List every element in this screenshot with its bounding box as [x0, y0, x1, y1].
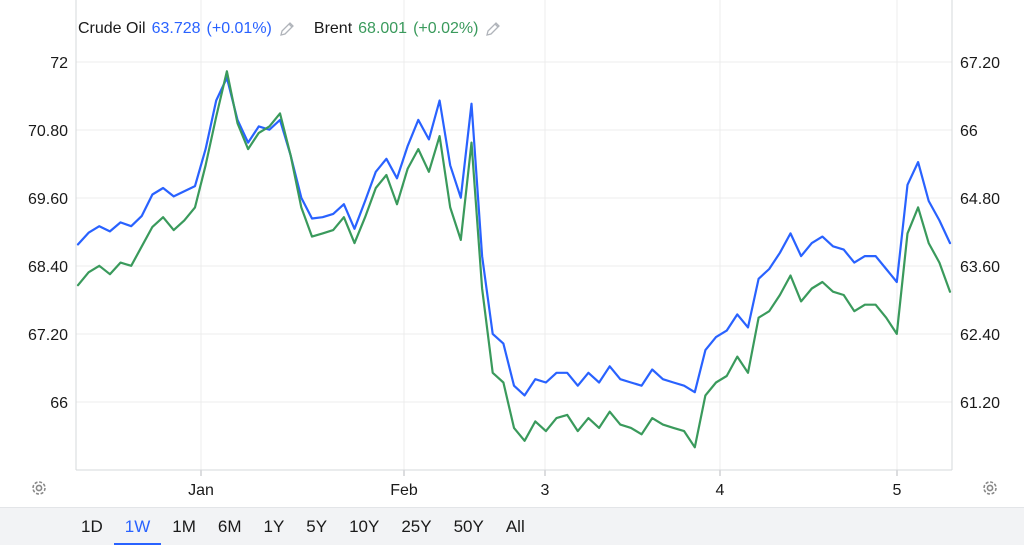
legend-brent-value: 68.001	[358, 20, 408, 37]
crude-oil-line	[76, 76, 952, 397]
pencil-icon[interactable]	[484, 20, 502, 38]
range-button-10y[interactable]: 10Y	[349, 517, 380, 536]
range-toolbar: 1D 1W 1M 6M 1Y 5Y 10Y 25Y 50Y All	[0, 507, 1024, 545]
left-tick-label: 67.20	[28, 327, 68, 344]
range-button-6m[interactable]: 6M	[217, 517, 242, 536]
right-tick-label: 62.40	[960, 327, 1000, 344]
chart-legend: Crude Oil 63.728 (+0.01%) Brent 68.001 (…	[78, 20, 514, 38]
legend-crude-change: (+0.01%)	[206, 20, 272, 37]
pencil-icon[interactable]	[278, 20, 296, 38]
x-tick-label: Jan	[188, 482, 214, 499]
right-tick-label: 67.20	[960, 55, 1000, 72]
x-tick-label: 5	[893, 482, 902, 499]
x-axis-ticks: Jan Feb 3 4 5	[188, 482, 901, 499]
x-tick-label: Feb	[390, 482, 418, 499]
legend-crude-value: 63.728	[151, 20, 201, 37]
chart-area[interactable]: 72 70.80 69.60 68.40 67.20 66 67.20 66 64.80 63.…	[0, 0, 1024, 507]
legend-brent-name: Brent	[313, 20, 353, 37]
right-tick-label: 63.60	[960, 259, 1000, 276]
left-axis-ticks: 72 70.80 69.60 68.40 67.20 66	[28, 55, 68, 412]
left-tick-label: 69.60	[28, 191, 68, 208]
range-button-1y[interactable]: 1Y	[263, 517, 285, 536]
range-button-25y[interactable]: 25Y	[401, 517, 432, 536]
left-tick-label: 68.40	[28, 259, 68, 276]
left-tick-label: 70.80	[28, 123, 68, 140]
range-button-all[interactable]: All	[505, 517, 525, 536]
gear-icon[interactable]	[980, 478, 1000, 498]
right-tick-label: 61.20	[960, 395, 1000, 412]
legend-brent-change: (+0.02%)	[413, 20, 479, 37]
left-tick-label: 66	[50, 395, 68, 412]
left-tick-label: 72	[50, 55, 68, 72]
brent-line	[76, 70, 952, 449]
range-button-1w[interactable]: 1W	[113, 508, 162, 545]
range-button-1d[interactable]: 1D	[81, 517, 103, 536]
series-lines	[76, 70, 952, 449]
x-tick-label: 3	[541, 482, 550, 499]
range-button-5y[interactable]: 5Y	[306, 517, 328, 536]
legend-crude-name: Crude Oil	[78, 20, 146, 37]
gridlines	[76, 0, 952, 476]
right-tick-label: 66	[960, 123, 978, 140]
x-tick-label: 4	[716, 482, 725, 499]
right-tick-label: 64.80	[960, 191, 1000, 208]
right-axis-ticks: 67.20 66 64.80 63.60 62.40 61.20	[960, 55, 1000, 412]
range-selector: 1D 1W 1M 6M 1Y 5Y 10Y 25Y 50Y All	[70, 508, 536, 545]
chart-axes	[75, 0, 953, 471]
range-button-1m[interactable]: 1M	[172, 517, 196, 536]
gear-icon[interactable]	[29, 478, 49, 498]
range-button-50y[interactable]: 50Y	[453, 517, 484, 536]
